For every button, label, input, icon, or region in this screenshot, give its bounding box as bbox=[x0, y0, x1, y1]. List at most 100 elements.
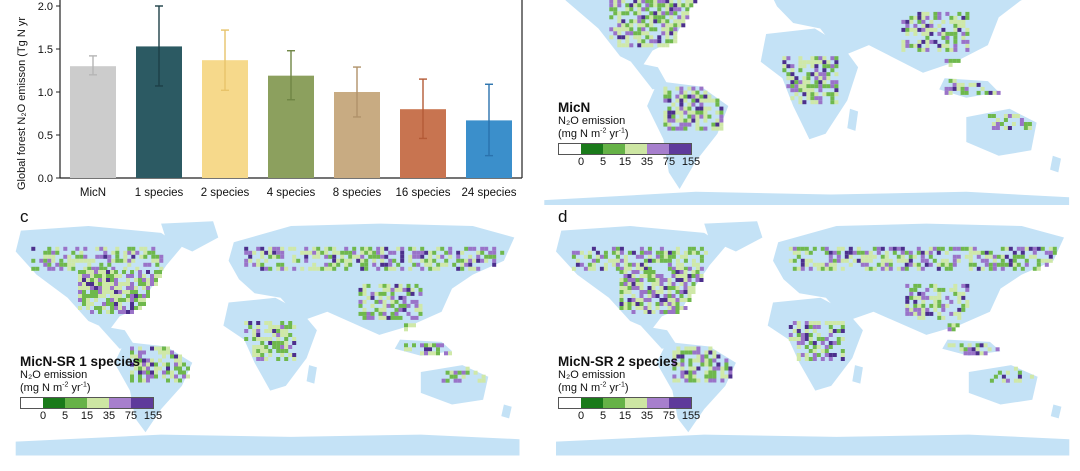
emission-cell bbox=[428, 254, 433, 259]
emission-cell bbox=[929, 303, 934, 308]
emission-cell bbox=[848, 254, 853, 259]
legend-swatch bbox=[581, 144, 603, 154]
emission-cell bbox=[999, 122, 1004, 126]
emission-cell bbox=[651, 310, 656, 314]
emission-cell bbox=[114, 282, 118, 286]
emission-cell bbox=[130, 294, 134, 298]
emission-cell bbox=[965, 43, 970, 48]
emission-cell bbox=[643, 262, 648, 267]
emission-cell bbox=[635, 262, 640, 267]
emission-cell bbox=[110, 282, 114, 286]
emission-cell bbox=[627, 250, 632, 255]
emission-cell bbox=[719, 118, 724, 123]
emission-cell bbox=[683, 126, 688, 131]
emission-cell bbox=[440, 246, 445, 251]
emission-cell bbox=[941, 35, 946, 40]
emission-cell bbox=[788, 325, 793, 329]
emission-cell bbox=[691, 270, 696, 274]
emission-cell bbox=[945, 39, 950, 44]
emission-cell bbox=[260, 250, 265, 255]
emission-cell bbox=[661, 0, 666, 4]
emission-cell bbox=[663, 278, 668, 282]
emission-cell bbox=[1004, 262, 1009, 267]
emission-cell bbox=[836, 329, 841, 333]
emission-cell bbox=[637, 0, 642, 4]
emission-cell bbox=[103, 254, 108, 259]
emission-cell bbox=[832, 250, 837, 255]
emission-cell bbox=[468, 266, 473, 271]
emission-cell bbox=[667, 302, 672, 306]
emission-cell bbox=[1016, 254, 1021, 259]
emission-cell bbox=[599, 266, 604, 271]
emission-cell bbox=[929, 283, 934, 288]
emission-cell bbox=[174, 354, 178, 359]
emission-cell bbox=[936, 262, 941, 267]
emission-cell bbox=[679, 90, 684, 95]
emission-cell bbox=[130, 354, 134, 359]
landmass bbox=[968, 365, 1038, 405]
emission-cell bbox=[609, 35, 614, 40]
emission-cell bbox=[256, 349, 261, 353]
emission-cell bbox=[394, 283, 399, 288]
emission-cell bbox=[114, 294, 118, 298]
emission-cell bbox=[683, 266, 688, 271]
emission-cell bbox=[98, 294, 102, 298]
emission-cell bbox=[961, 295, 966, 300]
emission-cell bbox=[316, 246, 321, 251]
emission-cell bbox=[142, 378, 146, 383]
emission-cell bbox=[806, 84, 811, 89]
emission-cell bbox=[952, 86, 957, 91]
emission-cell bbox=[932, 246, 937, 251]
emission-cell bbox=[828, 321, 833, 325]
emission-cell bbox=[675, 274, 680, 278]
emission-cell bbox=[964, 90, 969, 95]
emission-cell bbox=[617, 39, 622, 44]
emission-cell bbox=[268, 329, 273, 333]
x-tick-label: 2 species bbox=[201, 187, 250, 199]
emission-cell bbox=[657, 0, 662, 4]
legend-tick-label: 0 bbox=[577, 156, 585, 168]
emission-cell bbox=[830, 96, 835, 101]
emission-cell bbox=[158, 358, 162, 363]
emission-cell bbox=[699, 278, 704, 282]
emission-cell bbox=[83, 258, 88, 263]
emission-cell bbox=[800, 353, 805, 357]
emission-cell bbox=[800, 246, 805, 251]
emission-cell bbox=[78, 270, 82, 274]
emission-cell bbox=[952, 82, 957, 87]
emission-cell bbox=[925, 47, 930, 52]
emission-cell bbox=[872, 254, 877, 259]
emission-cell bbox=[47, 250, 52, 255]
emission-cell bbox=[122, 282, 126, 286]
emission-cell bbox=[47, 254, 52, 259]
emission-cell bbox=[669, 23, 674, 28]
emission-cell bbox=[659, 274, 664, 278]
emission-cell bbox=[900, 258, 905, 263]
emission-cell bbox=[808, 349, 813, 353]
emission-cell bbox=[968, 266, 973, 271]
emission-cell bbox=[663, 118, 668, 123]
emission-cell bbox=[127, 258, 132, 263]
emission-cell bbox=[119, 258, 124, 263]
emission-cell bbox=[488, 254, 493, 259]
emission-cell bbox=[481, 374, 486, 379]
emission-cell bbox=[699, 246, 704, 251]
emission-cell bbox=[792, 329, 797, 333]
emission-cell bbox=[904, 258, 909, 263]
emission-cell bbox=[788, 333, 793, 337]
emission-cell bbox=[394, 315, 399, 320]
emission-cell bbox=[328, 246, 333, 251]
emission-cell bbox=[126, 298, 130, 302]
emission-cell bbox=[692, 350, 697, 355]
emission-cell bbox=[905, 27, 910, 32]
emission-cell bbox=[896, 258, 901, 263]
emission-cell bbox=[107, 254, 112, 259]
emission-cell bbox=[368, 250, 373, 255]
emission-cell bbox=[424, 343, 428, 348]
emission-cell bbox=[320, 266, 325, 271]
emission-cell bbox=[804, 345, 809, 349]
emission-cell bbox=[707, 106, 712, 111]
emission-cell bbox=[406, 303, 411, 308]
emission-cell bbox=[448, 351, 452, 356]
emission-cell bbox=[691, 118, 696, 123]
